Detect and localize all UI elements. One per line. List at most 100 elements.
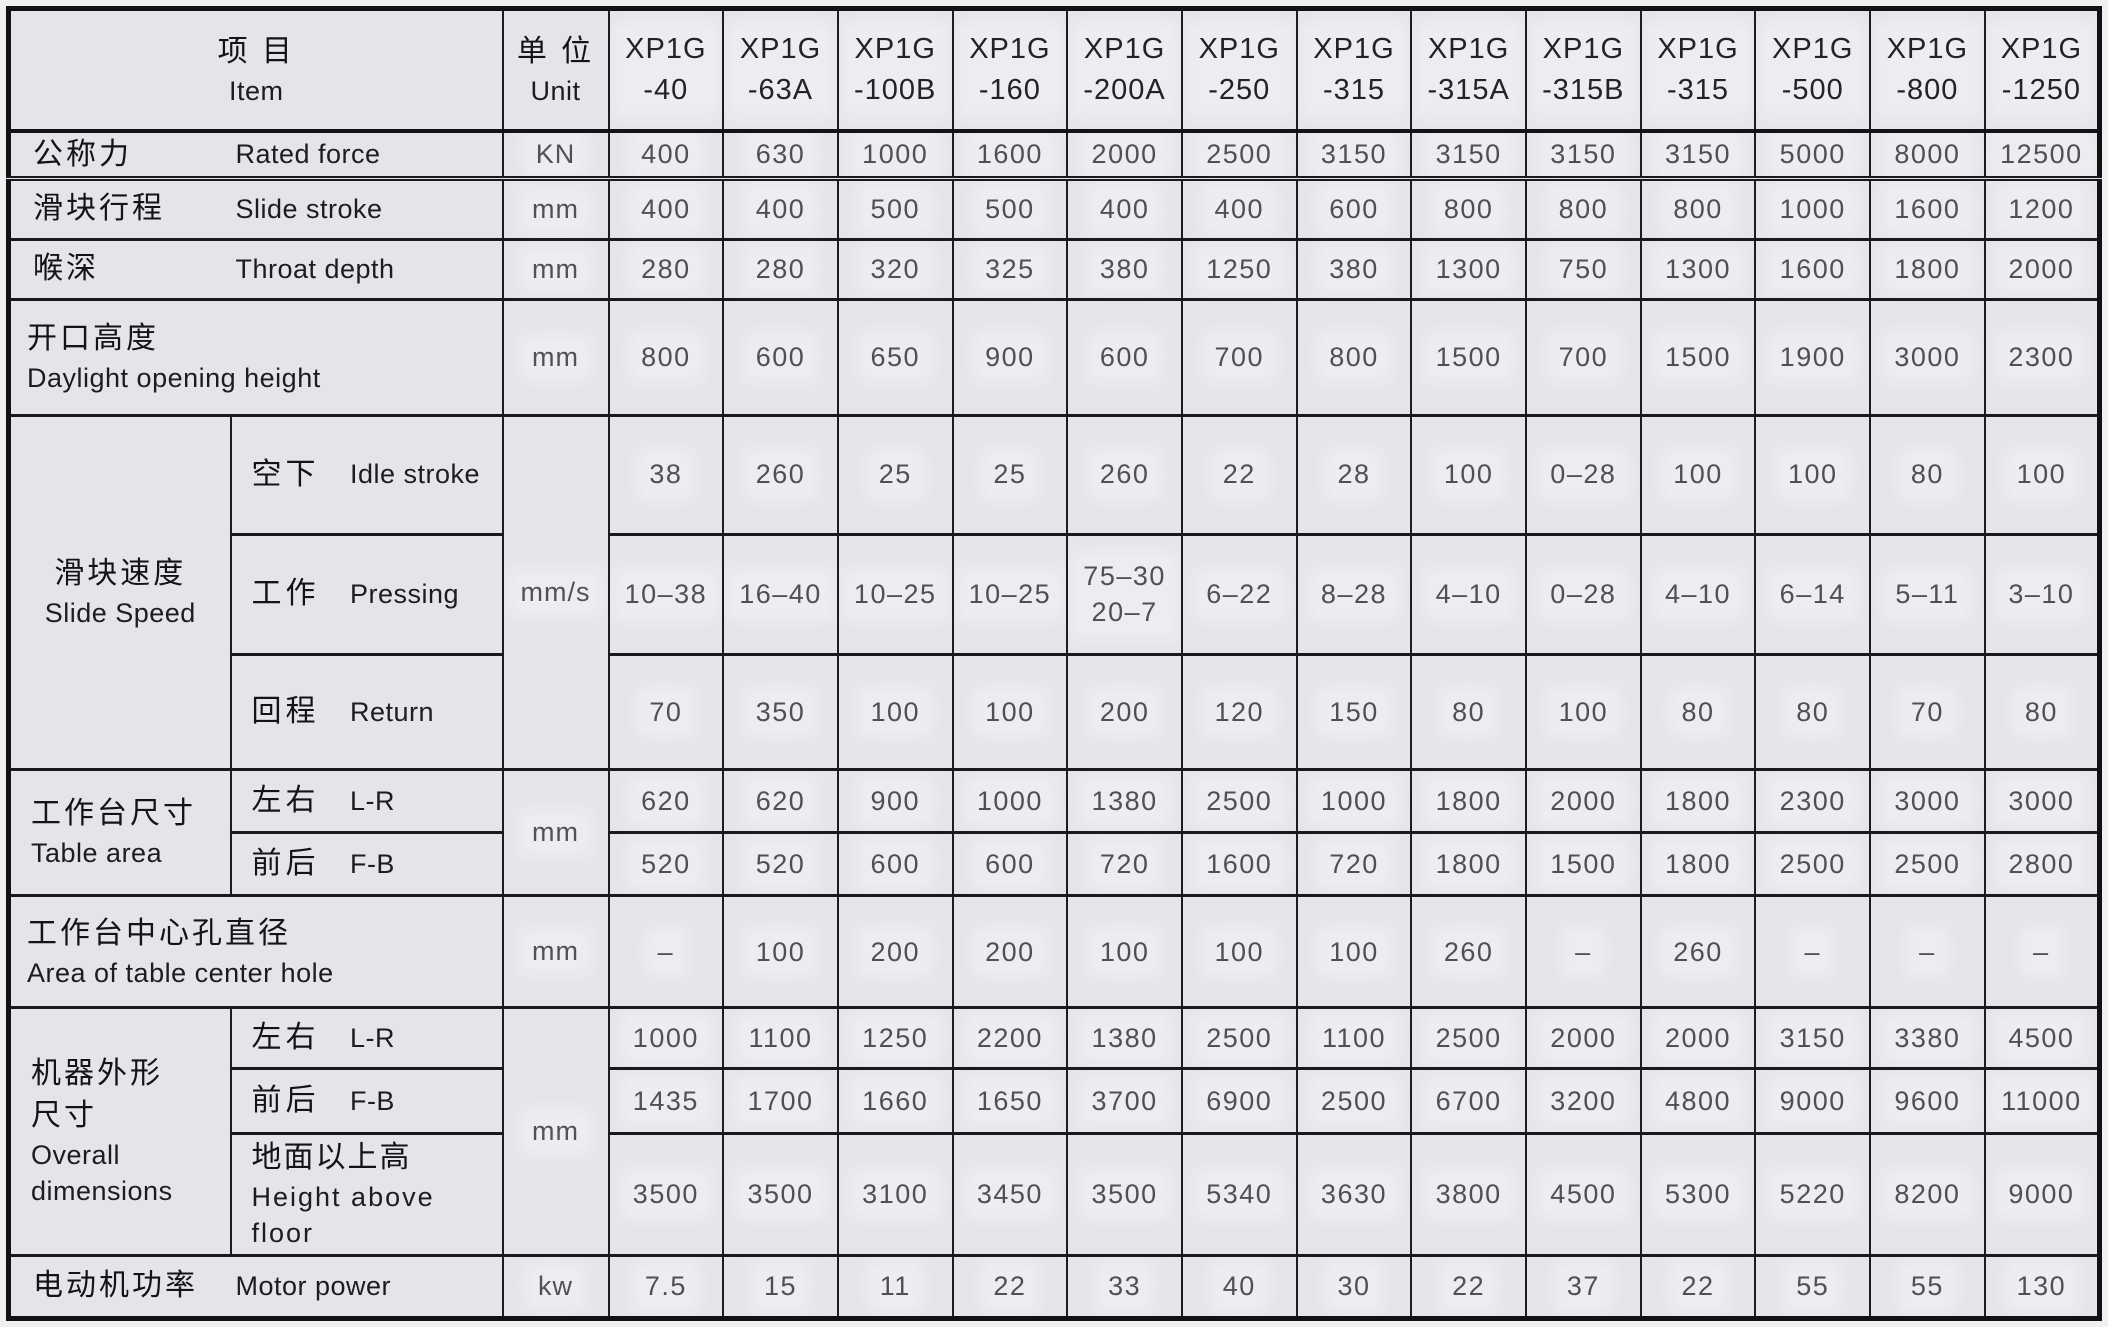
sublabel-table-fb: 前后 F-B [229,831,504,898]
daylight-value: 800 [607,297,725,417]
height-above-floor-value: 8200 [1869,1131,1986,1257]
unit-text: kw [532,1269,579,1303]
table-lr-value: 620 [722,767,839,835]
idle-stroke-value: 100 [1410,413,1527,536]
daylight-value: 600 [722,297,839,417]
unit-center-hole: mm [501,894,610,1010]
header-row: 项 目 Item 单 位 Unit XP1G -40 XP1G -63A XP1G -10… [7,6,2101,133]
sublabel-table-fb-en: F-B [349,848,395,879]
return-value: 70 [607,652,725,771]
table-fb-value: 1800 [1639,831,1757,898]
slide-stroke-value: 1600 [1869,177,1986,241]
throat-depth-value: 750 [1525,237,1642,301]
row-throat-depth: 喉深 Throat depth mm 280 280 320 325 380 1250 38… [7,237,2101,301]
motor-power-value: 22 [951,1253,1069,1321]
unit-slide-stroke: mm [501,177,610,241]
label-slide-stroke-cn: 滑块行程 [33,192,165,226]
return-value: 100 [951,652,1069,771]
overall-fb-value: 1435 [607,1067,725,1135]
overall-fb-value: 11000 [1983,1067,2101,1135]
center-hole-value: 200 [836,894,954,1010]
height-above-floor-value: 3500 [1066,1131,1183,1257]
overall-lr-value: 2000 [1525,1006,1642,1071]
unit-overall: mm [501,1006,610,1257]
sublabel-return-en: Return [349,696,434,727]
rated-force-value: 630 [722,129,839,182]
sublabel-overall-fb-en: F-B [349,1085,395,1116]
sublabel-pressing-cn: 工作 [251,577,320,611]
table-fb-value: 520 [607,831,725,898]
return-value: 150 [1295,652,1413,771]
return-value: 200 [1066,652,1183,771]
unit-text: mm [526,340,585,374]
center-hole-value: – [1754,894,1872,1010]
motor-power-value: 7.5 [607,1253,725,1321]
header-item-cell: 项 目 Item [7,6,504,133]
motor-power-value: 11 [836,1253,954,1321]
slide-stroke-value: 1200 [1983,177,2101,241]
sublabel-overall-lr: 左右 L-R [229,1006,504,1071]
rated-force-value: 2500 [1180,129,1298,182]
return-value: 80 [1754,652,1872,771]
table-lr-value: 900 [836,767,954,835]
overall-fb-value: 1700 [722,1067,839,1135]
header-item-cn: 项 目 [217,34,295,68]
table-fb-value: 720 [1295,831,1413,898]
model-header: XP1G -500 [1754,6,1872,133]
table-fb-value: 2800 [1983,831,2101,898]
table-lr-value: 1800 [1639,767,1757,835]
return-value: 100 [1525,652,1642,771]
throat-depth-value: 1800 [1869,237,1986,301]
label-throat-depth-cn: 喉深 [33,252,99,286]
header-unit-cn: 单 位 [516,34,595,68]
overall-lr-value: 4500 [1983,1006,2101,1071]
overall-lr-value: 2200 [951,1006,1069,1071]
unit-text: KN [529,138,582,172]
return-value: 120 [1180,652,1298,771]
rated-force-value: 2000 [1066,129,1183,182]
row-rated-force: 公称力 Rated force KN 400 630 1000 1600 2000 250… [7,129,2101,182]
overall-lr-value: 2500 [1180,1006,1298,1071]
idle-stroke-value: 25 [951,413,1069,536]
label-overall-group: 机器外形 尺寸 Overall dimensions [7,1006,232,1257]
overall-fb-value: 3700 [1066,1067,1183,1135]
model-header: XP1G -315B [1525,6,1642,133]
overall-lr-value: 3380 [1869,1006,1986,1071]
return-value: 80 [1983,652,2101,771]
label-table-area-cn: 工作台尺寸 [31,797,196,831]
daylight-value: 650 [836,297,954,417]
rated-force-value: 3150 [1639,129,1757,182]
table-fb-value: 1800 [1410,831,1527,898]
rated-force-value: 3150 [1410,129,1527,182]
throat-depth-value: 320 [836,237,954,301]
label-slide-speed-cn: 滑块速度 [54,557,187,591]
header-item-en: Item [228,75,284,106]
sublabel-overall-lr-cn: 左右 [251,1021,320,1055]
overall-lr-value: 1380 [1066,1006,1183,1071]
label-daylight-cn: 开口高度 [27,321,159,355]
row-slide-speed-pressing: 工作 Pressing 10–38 16–40 10–25 10–25 75–30 20–… [9,532,2101,656]
model-header: XP1G -250 [1180,6,1298,133]
spec-table: 项 目 Item 单 位 Unit XP1G -40 XP1G -63A XP1G -10… [6,6,2102,1321]
throat-depth-value: 280 [607,237,725,301]
overall-lr-value: 1100 [1295,1006,1413,1071]
header-unit-en: Unit [530,75,581,106]
row-overall-lr: 机器外形 尺寸 Overall dimensions 左右 L-R mm 100… [7,1006,2101,1257]
label-motor-power-en: Motor power [235,1271,392,1302]
rated-force-value: 8000 [1869,129,1986,182]
rated-force-value: 12500 [1983,129,2101,182]
sublabel-return: 回程 Return [229,652,504,771]
row-table-area-fb: 前后 F-B 520 520 600 600 720 1600 720 1800 1500 180… [9,831,2101,898]
slide-stroke-value: 400 [1066,177,1183,241]
motor-power-value: 40 [1180,1253,1298,1321]
table-fb-value: 600 [836,831,954,898]
sublabel-table-lr: 左右 L-R [229,767,504,835]
idle-stroke-value: 260 [1066,413,1183,536]
center-hole-value: – [1869,894,1986,1010]
overall-fb-value: 1660 [836,1067,954,1135]
pressing-value: 4–10 [1639,532,1757,656]
height-above-floor-value: 3500 [722,1131,839,1257]
sublabel-overall-fb-cn: 前后 [251,1083,320,1117]
sublabel-return-cn: 回程 [251,694,320,728]
daylight-value: 2300 [1983,297,2101,417]
